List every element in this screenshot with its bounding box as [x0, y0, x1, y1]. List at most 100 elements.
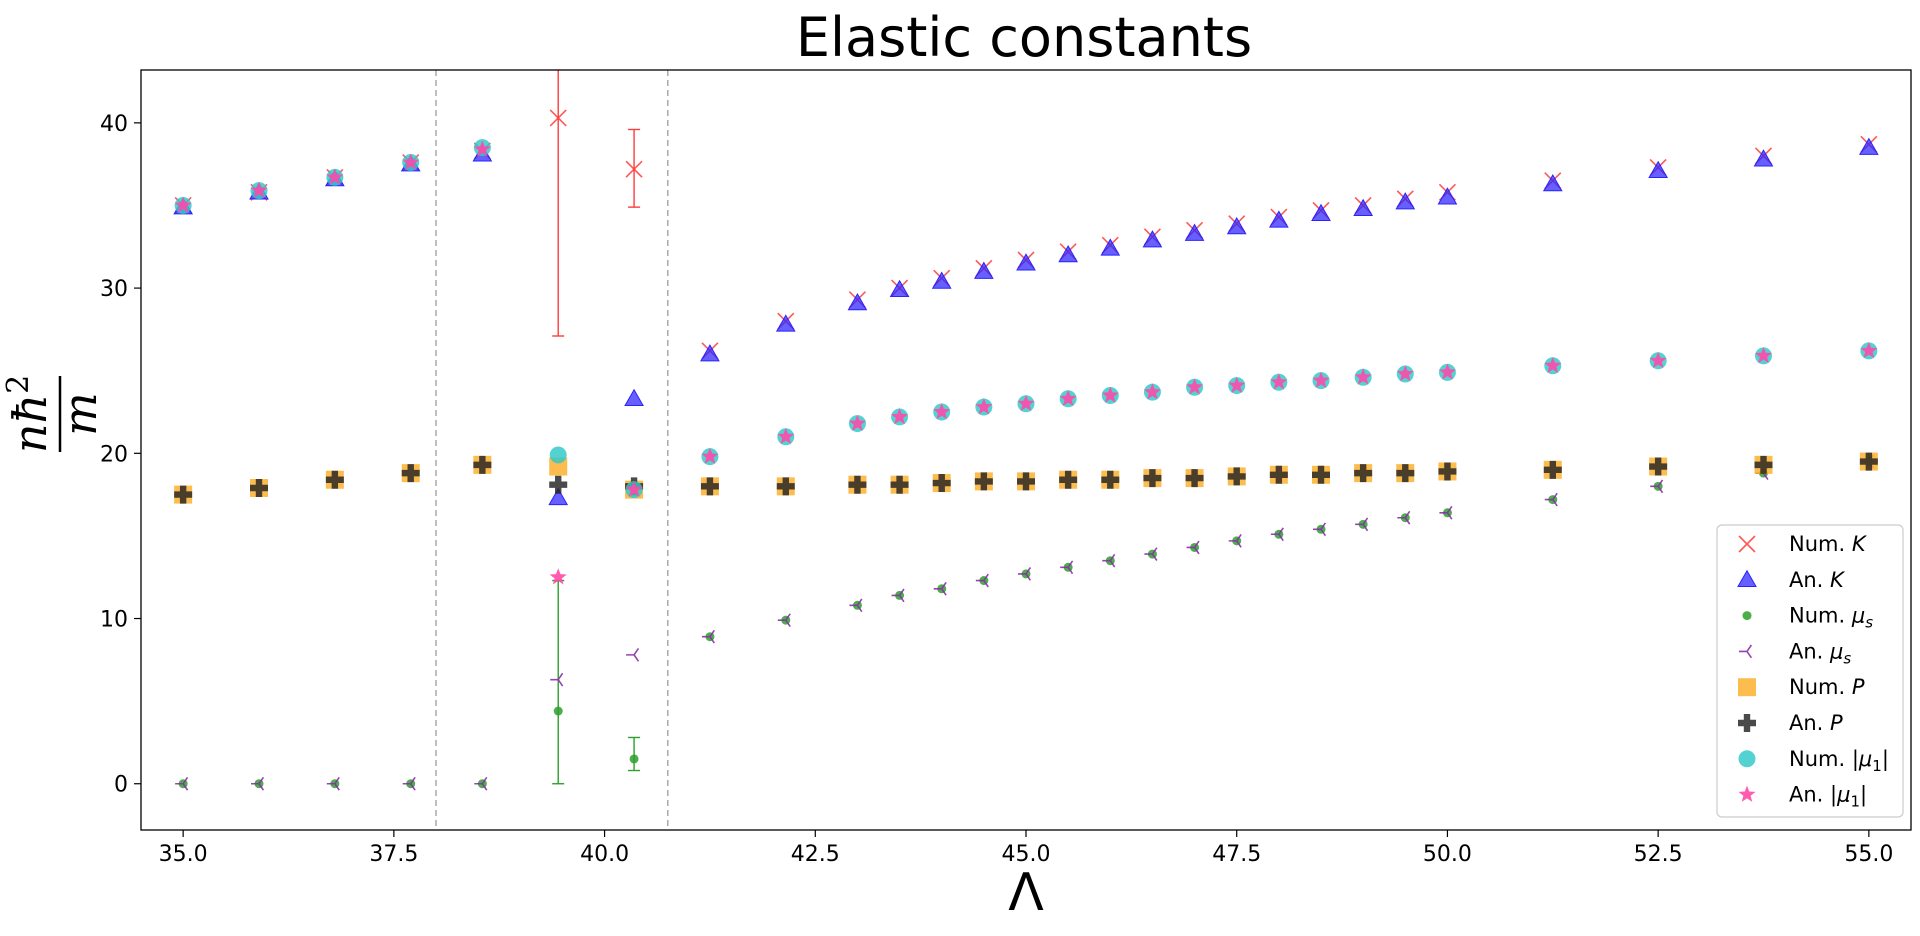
data-point [1648, 160, 1669, 179]
legend-entry: An. P [1738, 711, 1843, 735]
data-point [251, 776, 265, 791]
data-point [1395, 192, 1416, 210]
y-tick-label: 20 [100, 442, 128, 467]
svg-text:nħ2: nħ2 [1, 375, 57, 453]
x-tick-label: 42.5 [791, 842, 840, 867]
series-6 [174, 452, 1878, 504]
x-tick-label: 50.0 [1423, 842, 1472, 867]
data-point [975, 573, 989, 588]
data-point [1185, 469, 1204, 488]
data-point [624, 388, 644, 407]
data-point [549, 475, 568, 494]
data-point [1017, 472, 1035, 491]
legend-label: An. K [1789, 568, 1846, 592]
data-point [1060, 560, 1074, 575]
legend-entry: An. |μ1| [1738, 783, 1867, 811]
data-point [1226, 216, 1247, 235]
x-tick-label: 40.0 [580, 842, 629, 867]
data-point [847, 292, 868, 311]
data-point [473, 140, 491, 157]
data-point [889, 279, 910, 297]
data-point [1268, 210, 1289, 228]
data-point [1859, 452, 1878, 471]
data-point [474, 776, 488, 791]
legend-marker [1737, 569, 1757, 588]
x-tick-label: 37.5 [369, 842, 418, 867]
data-point [1312, 465, 1330, 484]
y-label-denominator: m [53, 392, 107, 436]
data-point [174, 485, 193, 504]
data-point [326, 776, 340, 791]
data-point [549, 568, 567, 585]
data-point [553, 706, 563, 716]
data-point [1270, 527, 1284, 542]
data-point [1544, 492, 1558, 507]
axes-frame [140, 69, 1912, 831]
data-point [1100, 238, 1121, 256]
data-point [975, 398, 993, 415]
plot-area [173, 70, 1879, 830]
data-point [1142, 230, 1163, 248]
data-point [1355, 517, 1369, 532]
data-point [701, 629, 715, 644]
legend: Num. K An. K Num. μs An. μs Num. P An. P Num. … [1716, 524, 1904, 818]
data-point [1437, 187, 1458, 205]
x-tick-label: 55.0 [1844, 842, 1893, 867]
data-point [974, 472, 993, 491]
error-bar [552, 70, 565, 337]
data-point [1228, 534, 1242, 548]
x-tick-label: 45.0 [1002, 842, 1051, 867]
series-7 [174, 139, 1878, 499]
data-point [1753, 149, 1774, 167]
data-point [1438, 363, 1456, 380]
data-point [1754, 346, 1773, 364]
data-point [402, 153, 420, 170]
legend-marker [1739, 644, 1753, 659]
data-point [1650, 479, 1664, 494]
data-point [1354, 368, 1372, 385]
data-point [1227, 467, 1246, 486]
data-point [629, 754, 639, 764]
data-point [848, 414, 866, 431]
data-point [1270, 373, 1288, 390]
data-point [777, 427, 795, 445]
data-point [1543, 460, 1562, 479]
data-point [849, 598, 863, 613]
data-point [1438, 462, 1457, 481]
data-point [1228, 376, 1246, 393]
y-label-numerator: nħ [3, 394, 57, 453]
data-point [1313, 522, 1327, 537]
data-point [1186, 378, 1204, 395]
x-tick-label: 52.5 [1634, 842, 1683, 867]
data-point [701, 447, 719, 464]
legend-marker [1738, 714, 1756, 732]
legend-label: Num. |μ1| [1789, 747, 1889, 775]
series-2 [173, 137, 1879, 506]
data-point [700, 344, 720, 362]
data-point [776, 477, 795, 496]
legend-marker [1738, 678, 1756, 697]
data-point [549, 446, 567, 464]
data-point [1396, 365, 1414, 382]
x-axis-label: Λ [1008, 863, 1044, 923]
y-tick-label: 30 [100, 277, 128, 302]
legend-entry: Num. |μ1| [1738, 747, 1889, 775]
legend-entry: Num. K [1738, 532, 1868, 556]
data-point [1544, 356, 1562, 374]
data-point [931, 271, 952, 289]
y-axis-label: nħ2 m [1, 375, 107, 453]
y-tick-label: 40 [100, 112, 128, 137]
data-point [1101, 470, 1120, 489]
data-point [891, 588, 905, 603]
data-point [1144, 547, 1158, 561]
error-bar [552, 579, 565, 785]
data-point [175, 776, 189, 791]
data-point [890, 475, 909, 494]
data-point [626, 648, 640, 662]
legend-entry: Num. μs [1742, 604, 1873, 632]
data-point [1860, 341, 1878, 359]
data-point [1102, 553, 1116, 568]
legend-entry: Num. P [1738, 675, 1865, 699]
legend-entry: An. K [1737, 568, 1846, 592]
